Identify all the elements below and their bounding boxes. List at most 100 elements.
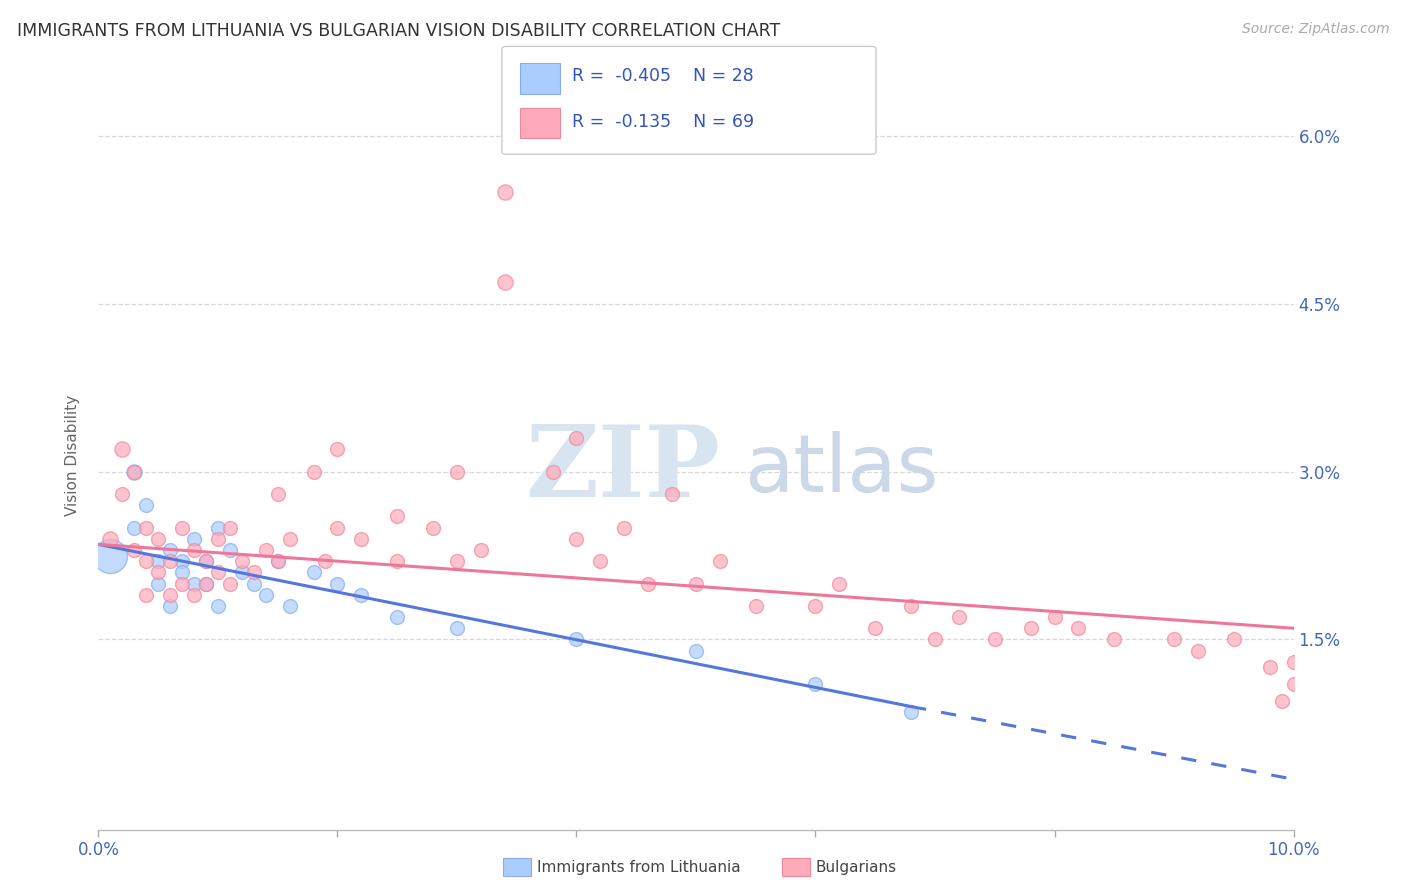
Point: [159, 599, 181, 613]
Point: [302, 566, 325, 580]
Point: [111, 442, 134, 457]
Point: [254, 588, 277, 602]
Point: [219, 520, 242, 534]
Text: IMMIGRANTS FROM LITHUANIA VS BULGARIAN VISION DISABILITY CORRELATION CHART: IMMIGRANTS FROM LITHUANIA VS BULGARIAN V…: [17, 22, 780, 40]
Point: [1043, 610, 1066, 624]
Point: [804, 599, 827, 613]
Point: [1282, 677, 1305, 691]
Point: [135, 498, 157, 512]
Point: [207, 532, 229, 546]
Text: R =  -0.405    N = 28: R = -0.405 N = 28: [572, 67, 754, 85]
Point: [494, 185, 516, 199]
Point: [661, 487, 683, 501]
Point: [385, 554, 409, 568]
Point: [183, 588, 205, 602]
Point: [195, 576, 218, 591]
Point: [135, 520, 157, 534]
Point: [326, 576, 349, 591]
Point: [1282, 655, 1305, 669]
Point: [98, 532, 122, 546]
Point: [565, 632, 588, 647]
Point: [124, 520, 146, 534]
Point: [183, 543, 205, 558]
Point: [1104, 632, 1126, 647]
Point: [243, 566, 266, 580]
Point: [148, 576, 170, 591]
Point: [565, 431, 588, 445]
Point: [267, 554, 290, 568]
Point: [207, 566, 229, 580]
Point: [159, 543, 181, 558]
Point: [124, 465, 146, 479]
Point: [278, 599, 301, 613]
Point: [278, 532, 301, 546]
Point: [207, 520, 229, 534]
Text: Bulgarians: Bulgarians: [815, 860, 897, 874]
Point: [685, 576, 707, 591]
Point: [124, 543, 146, 558]
Point: [565, 532, 588, 546]
Point: [828, 576, 851, 591]
Point: [1187, 643, 1209, 657]
Point: [267, 487, 290, 501]
Point: [135, 588, 157, 602]
Point: [183, 576, 205, 591]
Point: [984, 632, 1007, 647]
Point: [172, 566, 194, 580]
Point: [589, 554, 612, 568]
Y-axis label: Vision Disability: Vision Disability: [65, 394, 80, 516]
Point: [172, 520, 194, 534]
Point: [124, 465, 146, 479]
Point: [613, 520, 636, 534]
Point: [231, 554, 253, 568]
Point: [326, 520, 349, 534]
Point: [541, 465, 564, 479]
Point: [207, 599, 229, 613]
Point: [148, 566, 170, 580]
Point: [948, 610, 970, 624]
Point: [98, 549, 122, 563]
Point: [243, 576, 266, 591]
Point: [1223, 632, 1246, 647]
Text: R =  -0.135    N = 69: R = -0.135 N = 69: [572, 113, 755, 131]
Point: [326, 442, 349, 457]
Point: [1019, 621, 1042, 635]
Point: [183, 532, 205, 546]
Point: [219, 543, 242, 558]
Point: [148, 554, 170, 568]
Point: [1258, 660, 1281, 674]
Text: Source: ZipAtlas.com: Source: ZipAtlas.com: [1241, 22, 1389, 37]
Point: [111, 487, 134, 501]
Point: [709, 554, 731, 568]
Point: [159, 554, 181, 568]
Point: [385, 509, 409, 524]
Point: [1067, 621, 1090, 635]
Point: [865, 621, 887, 635]
Point: [350, 532, 373, 546]
Point: [685, 643, 707, 657]
Point: [804, 677, 827, 691]
Point: [494, 275, 516, 289]
Point: [385, 610, 409, 624]
Point: [745, 599, 768, 613]
Point: [1163, 632, 1185, 647]
Point: [350, 588, 373, 602]
Point: [172, 554, 194, 568]
Point: [195, 554, 218, 568]
Point: [219, 576, 242, 591]
Text: Immigrants from Lithuania: Immigrants from Lithuania: [537, 860, 741, 874]
Point: [135, 554, 157, 568]
Point: [302, 465, 325, 479]
Point: [470, 543, 492, 558]
Point: [924, 632, 946, 647]
Point: [446, 554, 468, 568]
Point: [172, 576, 194, 591]
Point: [1271, 694, 1294, 708]
Point: [900, 705, 922, 719]
Point: [148, 532, 170, 546]
Point: [195, 576, 218, 591]
Text: atlas: atlas: [744, 431, 938, 509]
Point: [422, 520, 444, 534]
Point: [446, 465, 468, 479]
Point: [254, 543, 277, 558]
